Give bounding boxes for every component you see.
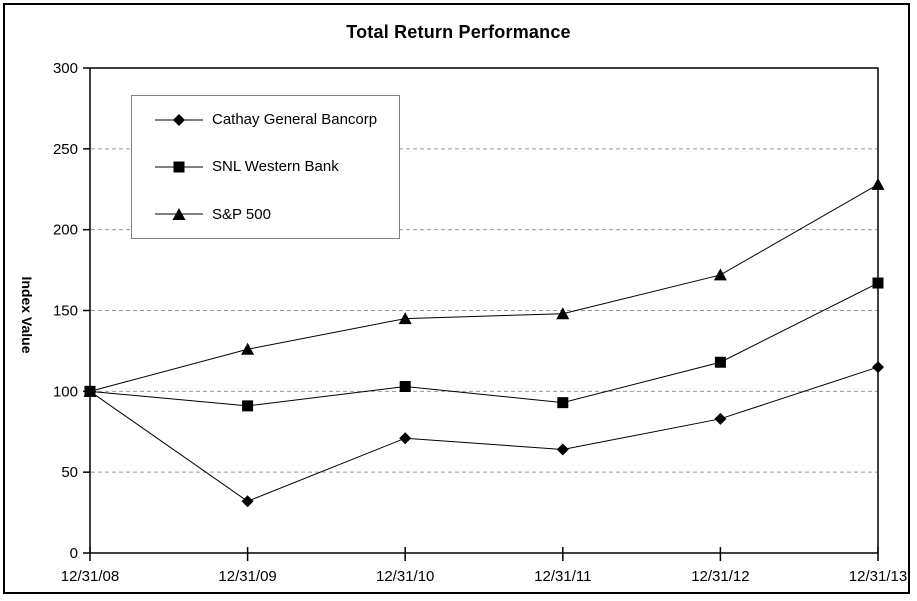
x-tick-label-12-31-10: 12/31/10 xyxy=(376,568,434,585)
series-marker-snl-western-bank-0 xyxy=(84,385,96,397)
y-tick-label-200: 200 xyxy=(53,222,78,239)
series-marker-s-p-500-3 xyxy=(556,307,570,320)
x-tick-label-12-31-11: 12/31/11 xyxy=(534,568,591,585)
series-marker-cathay-general-bancorp-2 xyxy=(399,432,412,445)
series-marker-cathay-general-bancorp-1 xyxy=(241,495,254,508)
series-line-snl-western-bank xyxy=(89,282,879,407)
series-marker-s-p-500-4 xyxy=(713,268,727,281)
square-marker-icon xyxy=(155,161,203,173)
series-line-cathay-general-bancorp xyxy=(89,366,879,502)
series-marker-s-p-500-1 xyxy=(241,342,255,355)
series-marker-snl-western-bank-1 xyxy=(242,400,254,412)
legend-item-snl-western-bank: SNL Western Bank xyxy=(155,158,399,175)
series-line-s-p-500 xyxy=(89,183,879,392)
plot-border xyxy=(90,67,879,553)
y-tick-label-300: 300 xyxy=(53,60,78,77)
legend-item-s-p-500: S&P 500 xyxy=(155,206,399,223)
legend-label-snl-western-bank: SNL Western Bank xyxy=(212,158,339,176)
legend-label-cathay-general-bancorp: Cathay General Bancorp xyxy=(212,111,378,129)
chart-title: Total Return Performance xyxy=(346,22,571,42)
y-axis-title: Index Value xyxy=(19,276,35,354)
series-marker-cathay-general-bancorp-5 xyxy=(872,361,884,374)
legend-label-s-p-500: S&P 500 xyxy=(212,205,271,223)
y-tick-label-100: 100 xyxy=(53,383,78,400)
x-tick-label-12-31-08: 12/31/08 xyxy=(61,568,119,585)
triangle-marker-icon xyxy=(155,208,203,221)
y-tick-label-50: 50 xyxy=(61,464,78,481)
series-marker-cathay-general-bancorp-3 xyxy=(556,443,569,456)
x-tick-label-12-31-12: 12/31/12 xyxy=(691,568,749,585)
series-marker-s-p-500-5 xyxy=(871,177,885,190)
series-marker-cathay-general-bancorp-4 xyxy=(714,412,727,425)
legend-box: Cathay General Bancorp SNL Western Bank S&… xyxy=(131,95,400,239)
y-tick-label-150: 150 xyxy=(53,303,78,320)
x-tick-label-12-31-13: 12/31/13 xyxy=(849,568,907,585)
diamond-marker-icon xyxy=(155,113,203,126)
x-tick-label-12-31-09: 12/31/09 xyxy=(218,568,276,585)
series-marker-s-p-500-2 xyxy=(398,312,412,325)
series-marker-snl-western-bank-2 xyxy=(399,380,411,392)
y-tick-label-250: 250 xyxy=(53,141,78,158)
series-marker-snl-western-bank-3 xyxy=(557,397,569,409)
legend-item-cathay-general-bancorp: Cathay General Bancorp xyxy=(155,111,399,128)
series-marker-snl-western-bank-5 xyxy=(872,277,884,289)
series-marker-snl-western-bank-4 xyxy=(714,356,726,368)
y-tick-label-0: 0 xyxy=(70,545,78,562)
